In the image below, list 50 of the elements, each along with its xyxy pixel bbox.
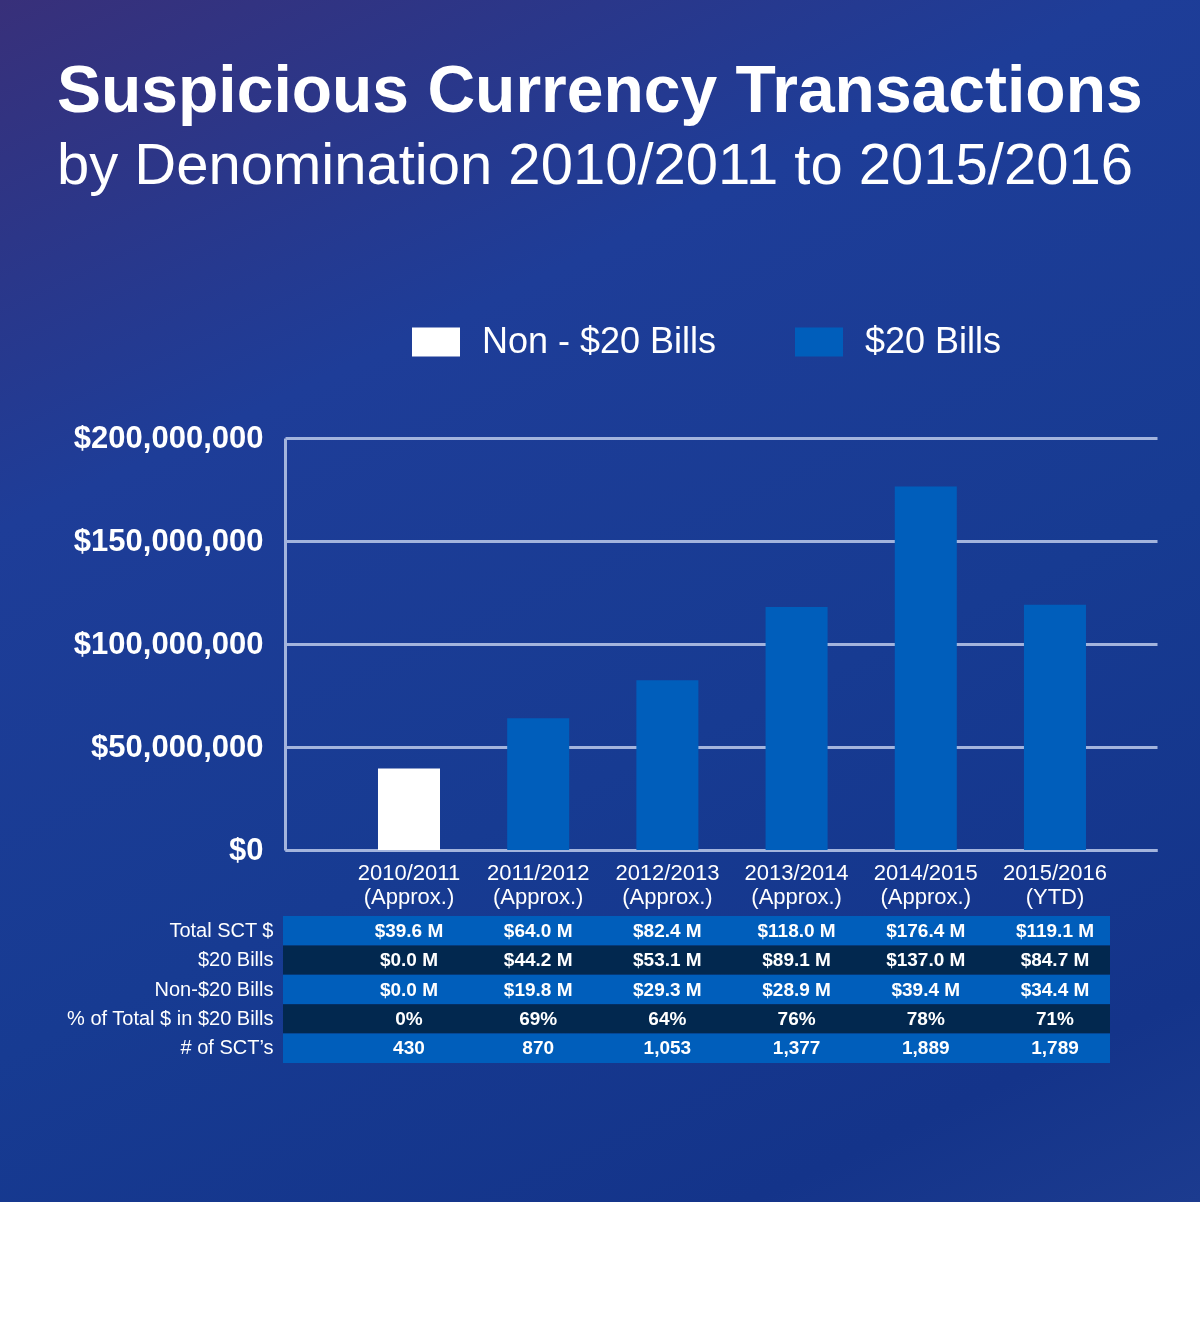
text: 870 [522, 1037, 555, 1059]
category-label: Total SCT $ [169, 918, 274, 941]
text: $118.0 M [757, 919, 836, 941]
text: $39.4 M [891, 978, 961, 1000]
text: $176.4 M [886, 919, 966, 941]
text: 1,053 [643, 1037, 692, 1059]
category-label: % of Total $ in $20 Bills [67, 1006, 274, 1029]
y-tick-label: $100,000,000 [73, 625, 264, 661]
text: 64% [648, 1007, 687, 1029]
text: $82.4 M [633, 919, 702, 941]
y-tick-label: $50,000,000 [91, 728, 264, 764]
text: $28.9 M [762, 978, 831, 1000]
text: $89.1 M [762, 949, 831, 971]
category-label: $20 Bills [197, 948, 274, 971]
text: 78% [906, 1007, 945, 1029]
text: $34.4 M [1020, 978, 1090, 1000]
chart-subtitle: by Denomination 2010/2011 to 2015/2016 [57, 131, 1134, 196]
text: $137.0 M [886, 949, 966, 971]
text: 0% [395, 1007, 423, 1029]
text: 71% [1035, 1007, 1074, 1029]
chart-title: Suspicious Currency Transactions [57, 52, 1143, 126]
x-tick-label: 2014/2015 (Approx.) [873, 859, 978, 909]
x-tick-label: 2015/2016 (YTD) [1002, 859, 1107, 909]
x-tick-label: 2012/2013 (Approx.) [615, 859, 720, 909]
category-label: # of SCT’s [180, 1036, 274, 1059]
x-tick-label: 2010/2011 (Approx.) [357, 859, 461, 909]
text: $64.0 M [503, 919, 573, 941]
text: 76% [777, 1007, 816, 1029]
text: $0.0 M [379, 978, 439, 1000]
text: 69% [519, 1007, 558, 1029]
text: $0.0 M [379, 949, 439, 971]
text: 1,889 [902, 1037, 950, 1059]
text: $29.3 M [633, 978, 702, 1000]
text: $84.7 M [1020, 949, 1090, 971]
legend-label: $20 Bills [865, 320, 1002, 361]
text: $44.2 M [503, 949, 573, 971]
legend-label: Non - $20 Bills [482, 320, 717, 361]
y-tick-label: $0 [229, 831, 264, 867]
x-tick-label: 2013/2014 (Approx.) [744, 859, 849, 909]
text: $39.6 M [374, 919, 444, 941]
text: $119.1 M [1015, 919, 1095, 941]
text: 1,789 [1031, 1037, 1079, 1059]
text: $53.1 M [633, 949, 702, 971]
text: $19.8 M [503, 978, 573, 1000]
y-tick-label: $150,000,000 [73, 522, 264, 558]
x-tick-label: 2011/2012 (Approx.) [487, 859, 590, 909]
text: 1,377 [772, 1037, 821, 1059]
text: 430 [393, 1037, 425, 1059]
category-label: Non-$20 Bills [154, 977, 274, 1000]
y-tick-label: $200,000,000 [73, 419, 264, 455]
